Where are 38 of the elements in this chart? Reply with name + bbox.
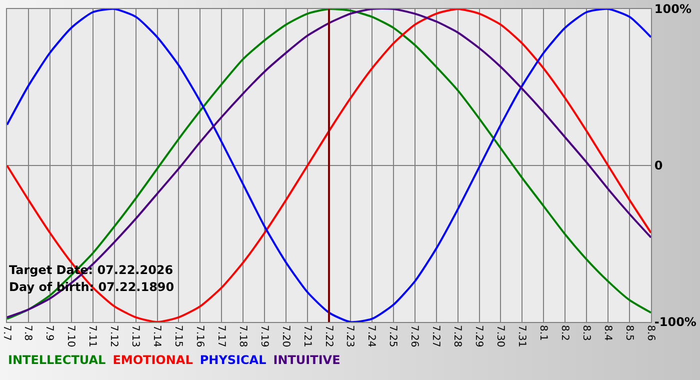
x-tick-label: 7.7	[0, 325, 12, 341]
text: INTELLECTUAL	[8, 353, 106, 367]
x-tick-label: 7.13	[130, 325, 141, 348]
x-tick-label: 8.6	[644, 325, 656, 341]
x-tick-label: 7.31	[516, 325, 527, 348]
x-tick-label: 7.27	[430, 325, 442, 348]
x-tick-label: 7.11	[86, 325, 98, 348]
x-tick-label: 7.19	[258, 325, 270, 348]
x-tick-label: 7.22	[322, 325, 334, 348]
x-tick-label: 7.26	[408, 325, 420, 348]
x-tick-label: 8.1	[537, 325, 548, 341]
y-tick-label: 0	[654, 158, 663, 173]
x-tick-label: 7.15	[172, 325, 184, 348]
x-tick-label: 7.14	[151, 325, 162, 348]
x-tick-label: 7.21	[301, 325, 312, 348]
y-tick-label: -100%	[654, 315, 696, 330]
text: EMOTIONAL	[112, 353, 193, 367]
x-tick-label: 7.9	[44, 325, 55, 341]
x-tick-label: 7.25	[387, 325, 398, 348]
x-tick-label: 7.17	[215, 325, 226, 348]
x-tick-label: 8.2	[558, 325, 570, 341]
x-tick-label: 7.28	[452, 325, 463, 348]
x-tick-label: 8.3	[580, 325, 592, 341]
x-tick-label: 7.18	[236, 325, 248, 348]
x-tick-label: 7.29	[473, 325, 484, 348]
x-tick-label: 7.16	[194, 325, 205, 348]
x-tick-label: 7.12	[108, 325, 120, 348]
x-tick-label: 7.10	[65, 325, 76, 348]
x-tick-label: 8.5	[623, 325, 634, 341]
text: PHYSICAL	[200, 353, 266, 367]
x-tick-label: 7.20	[280, 325, 291, 348]
x-tick-label: 7.8	[22, 325, 34, 341]
text: INTUITIVE	[273, 353, 340, 367]
x-tick-label: 7.30	[494, 325, 506, 348]
x-tick-label: 7.23	[344, 325, 356, 348]
x-tick-label: 7.24	[366, 325, 377, 348]
y-tick-label: 100%	[654, 2, 692, 16]
x-tick-label: 8.4	[602, 325, 613, 341]
